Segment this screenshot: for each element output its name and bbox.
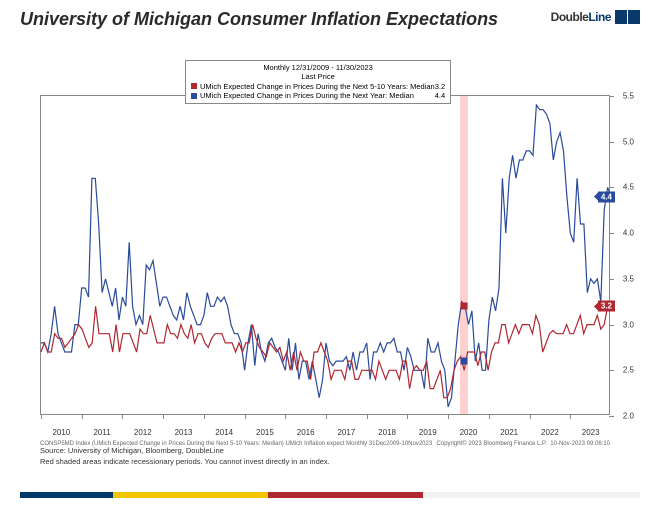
- chart-svg: [41, 96, 611, 416]
- mid-marker-red: [460, 303, 467, 310]
- disclaimer-text: Red shaded areas indicate recessionary p…: [40, 457, 610, 466]
- chart-legend: Monthly 12/31/2009 - 11/30/2023 Last Pri…: [185, 60, 451, 104]
- end-badge-series2: 4.4: [598, 191, 615, 202]
- end-badge-series1: 3.2: [598, 301, 615, 312]
- legend-marker-series2: [191, 93, 197, 99]
- line-chart: 2.02.53.03.54.04.55.05.5 201020112012201…: [40, 95, 610, 415]
- page-title: University of Michigan Consumer Inflatio…: [20, 10, 498, 30]
- legend-marker-series1: [191, 83, 197, 89]
- doubleline-logo: DoubleLine: [551, 10, 640, 24]
- source-text: Source: University of Michigan, Bloomber…: [40, 446, 610, 455]
- footer-color-bar: [20, 492, 640, 498]
- mid-marker-blue: [460, 358, 467, 365]
